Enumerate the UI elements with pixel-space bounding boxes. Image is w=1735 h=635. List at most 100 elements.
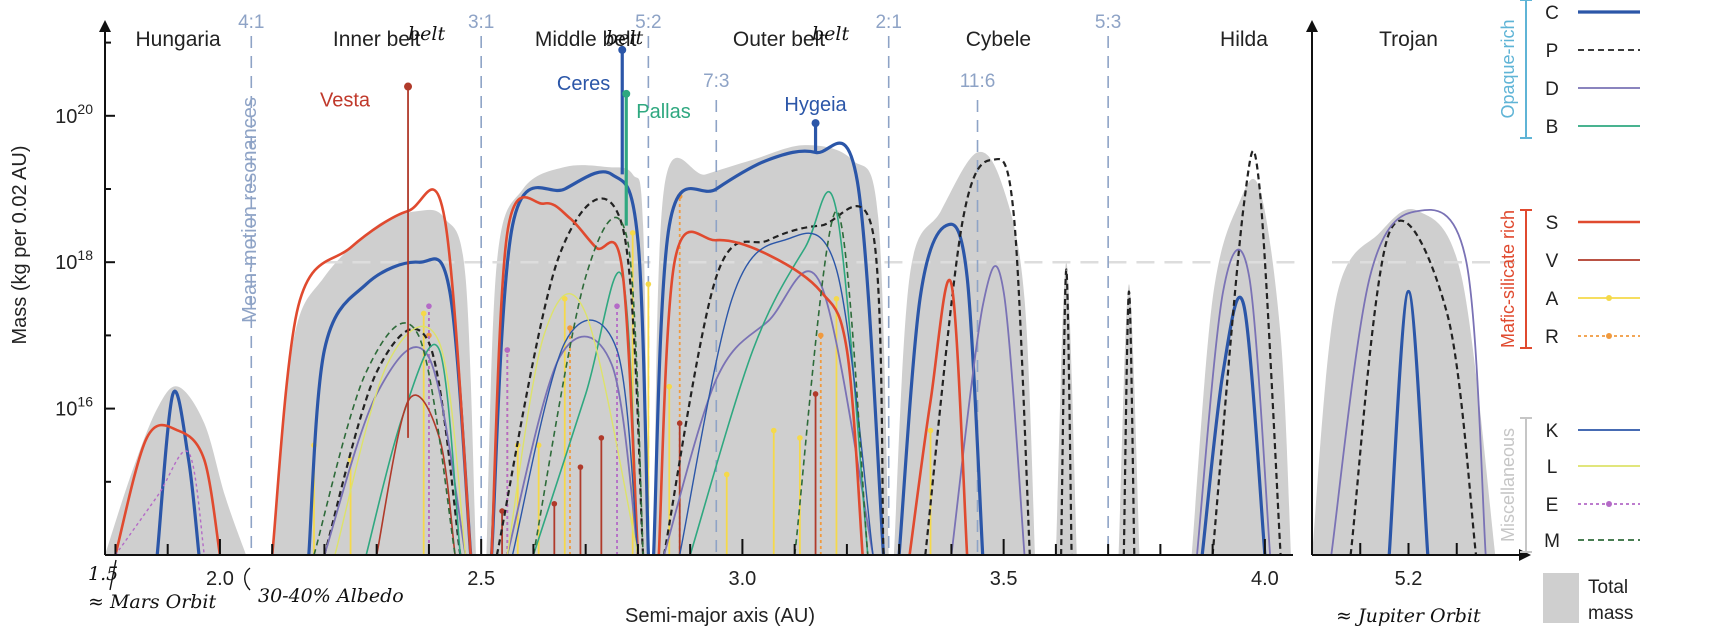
stem-dot-a-5 — [561, 296, 568, 302]
resonance-label: 4:1 — [238, 12, 264, 33]
note-inner-belt: belt — [408, 23, 445, 45]
curve-p-5 — [1122, 290, 1136, 556]
curve-p-6 — [1211, 149, 1282, 556]
curve-p-2 — [662, 205, 885, 556]
note-axis-start: 1.5 — [88, 563, 118, 585]
legend-code-a: A — [1546, 289, 1559, 310]
region-label-trojan: Trojan — [1379, 28, 1438, 51]
legend-total-label-1: Total — [1588, 577, 1628, 598]
resonance-lines: 4:1 3:1 5:2 7:3 2:1 11:6 5:3 Mean-motion resona… — [238, 12, 1121, 555]
curve-p-1 — [495, 197, 645, 556]
curve-l-1 — [506, 292, 639, 556]
curve-c-6 — [1387, 289, 1430, 556]
curve-p-3 — [924, 157, 1031, 556]
note-jupiter-orbit: ≈ Jupiter Orbit — [1336, 605, 1481, 627]
region-label-hungaria: Hungaria — [136, 28, 222, 51]
stem-dot-a-4 — [535, 442, 542, 449]
note-outer-belt: belt — [812, 23, 849, 45]
total-mass-area-6 — [1118, 284, 1140, 555]
resonance-label: 3:1 — [468, 12, 494, 33]
x-tick-label: 5.2 — [1395, 568, 1423, 590]
total-mass-area-1 — [272, 209, 476, 555]
note-albedo: 30-40% Albedo — [258, 585, 404, 607]
curve-c-2 — [490, 170, 650, 556]
x-axis-title: Semi-major axis (AU) — [625, 605, 815, 627]
total-mass-area-8 — [1312, 209, 1496, 555]
curve-s-3 — [657, 230, 864, 556]
x-tick-label: 2.0 — [206, 568, 234, 590]
curve-s-0 — [114, 423, 222, 556]
region-label-hilda: Hilda — [1220, 28, 1268, 51]
stem-dot-a-7 — [645, 281, 652, 287]
legend-code-d: D — [1545, 79, 1559, 100]
curve-c-4 — [897, 222, 985, 556]
curve-s-2 — [490, 196, 640, 556]
stem-dot-v-24 — [812, 391, 819, 397]
x-tick-label: 3.0 — [729, 568, 757, 590]
y-axis-title: Mass (kg per 0.02 AU) — [9, 146, 31, 345]
curve-d-5 — [1330, 208, 1487, 556]
curve-d-1 — [506, 335, 639, 556]
stem-dot-r-14 — [426, 332, 432, 339]
curve-m-0 — [313, 322, 456, 556]
curve-k-0 — [511, 319, 639, 556]
note-pointer-albedo — [244, 567, 251, 591]
legend-code-v: V — [1546, 251, 1559, 272]
legend-group-title: Miscellaneous — [1498, 428, 1518, 542]
region-label-inner-belt: Inner belt — [333, 28, 421, 51]
legend-dot-a — [1606, 295, 1612, 301]
legend-group-title: Opaque-rich — [1498, 19, 1518, 118]
curve-c-3 — [652, 141, 886, 556]
stem-dot-a-8 — [666, 383, 673, 390]
axes: 1020 1018 1016 2.0 2.5 3.0 3.5 4.0 5.2 Semi-major… — [9, 20, 1531, 627]
curve-c-0 — [155, 389, 201, 556]
region-label-cybele: Cybele — [966, 28, 1031, 51]
total-mass-area-0 — [105, 386, 247, 555]
asteroid-label-hygeia: Hygeia — [784, 94, 847, 116]
stem-dot-e-26 — [504, 347, 511, 353]
y-tick-label: 1016 — [55, 394, 93, 421]
note-mars-orbit: ≈ Mars Orbit — [88, 591, 217, 613]
stem-dot-v-22 — [598, 435, 605, 441]
stem-dot-a-9 — [723, 471, 730, 478]
curve-p-4 — [1060, 268, 1073, 556]
x-tick-label: 2.5 — [467, 568, 495, 590]
legend-code-l: L — [1547, 457, 1558, 478]
curve-c-5 — [1200, 295, 1267, 556]
stem-dot-a-13 — [927, 427, 934, 434]
asteroid-label-ceres: Ceres — [557, 73, 610, 95]
curve-l-0 — [334, 325, 467, 556]
named-asteroids: Vesta Ceres Pallas Hygeia — [320, 45, 848, 438]
stem-dot-a-10 — [770, 427, 777, 434]
legend-code-p: P — [1546, 41, 1559, 62]
stem-dot-r-18 — [817, 332, 824, 339]
legend-bracket-0 — [1520, 0, 1532, 139]
stem-dot-v-19 — [499, 508, 505, 514]
y-axis-arrow — [99, 20, 111, 32]
total-mass-area-3 — [653, 145, 889, 555]
resonance-label: 5:3 — [1095, 12, 1121, 33]
resonance-label: 5:2 — [635, 12, 661, 33]
curve-m-1 — [532, 216, 644, 556]
note-pointer-mars — [109, 559, 117, 591]
stem-dot-a-2 — [420, 310, 427, 317]
legend-dot-e — [1606, 501, 1612, 507]
legend-code-r: R — [1545, 327, 1559, 348]
curve-p-7 — [1349, 219, 1478, 556]
stem-dot-v-23 — [676, 420, 683, 427]
legend-code-k: K — [1546, 421, 1559, 442]
class-curves — [114, 141, 1487, 556]
curve-k-1 — [679, 232, 874, 556]
curve-d-2 — [663, 270, 874, 556]
y-axis-trojan-arrow — [1306, 20, 1318, 32]
legend-code-s: S — [1546, 213, 1559, 234]
region-label-outer-belt: Outer belt — [733, 28, 825, 51]
stem-dot-e-27 — [614, 303, 620, 309]
stem-dot-r-16 — [567, 325, 573, 331]
legend-code-c: C — [1545, 3, 1559, 24]
legend-group-title: Mafic-silicate rich — [1498, 210, 1518, 348]
named-dot-hygeia — [811, 119, 820, 128]
legend-total-mass-swatch — [1543, 573, 1579, 623]
